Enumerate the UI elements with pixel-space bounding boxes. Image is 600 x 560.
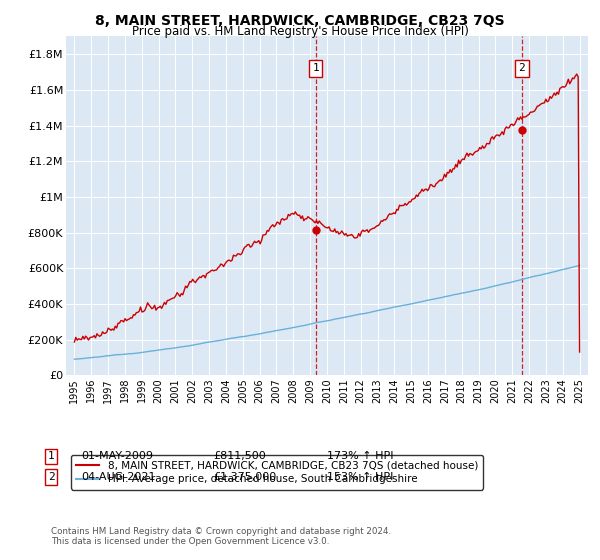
Legend: 8, MAIN STREET, HARDWICK, CAMBRIDGE, CB23 7QS (detached house), HPI: Average pri: 8, MAIN STREET, HARDWICK, CAMBRIDGE, CB2… (71, 455, 483, 489)
Text: 153% ↑ HPI: 153% ↑ HPI (327, 472, 394, 482)
Text: 2: 2 (518, 63, 526, 73)
Text: 2: 2 (47, 472, 55, 482)
Text: £811,500: £811,500 (213, 451, 266, 461)
Text: Price paid vs. HM Land Registry's House Price Index (HPI): Price paid vs. HM Land Registry's House … (131, 25, 469, 38)
Text: 173% ↑ HPI: 173% ↑ HPI (327, 451, 394, 461)
Text: 8, MAIN STREET, HARDWICK, CAMBRIDGE, CB23 7QS: 8, MAIN STREET, HARDWICK, CAMBRIDGE, CB2… (95, 14, 505, 28)
Text: 01-MAY-2009: 01-MAY-2009 (81, 451, 153, 461)
Text: 1: 1 (47, 451, 55, 461)
Text: £1,375,000: £1,375,000 (213, 472, 276, 482)
Text: Contains HM Land Registry data © Crown copyright and database right 2024.
This d: Contains HM Land Registry data © Crown c… (51, 526, 391, 546)
Text: 1: 1 (313, 63, 319, 73)
Text: 04-AUG-2021: 04-AUG-2021 (81, 472, 155, 482)
